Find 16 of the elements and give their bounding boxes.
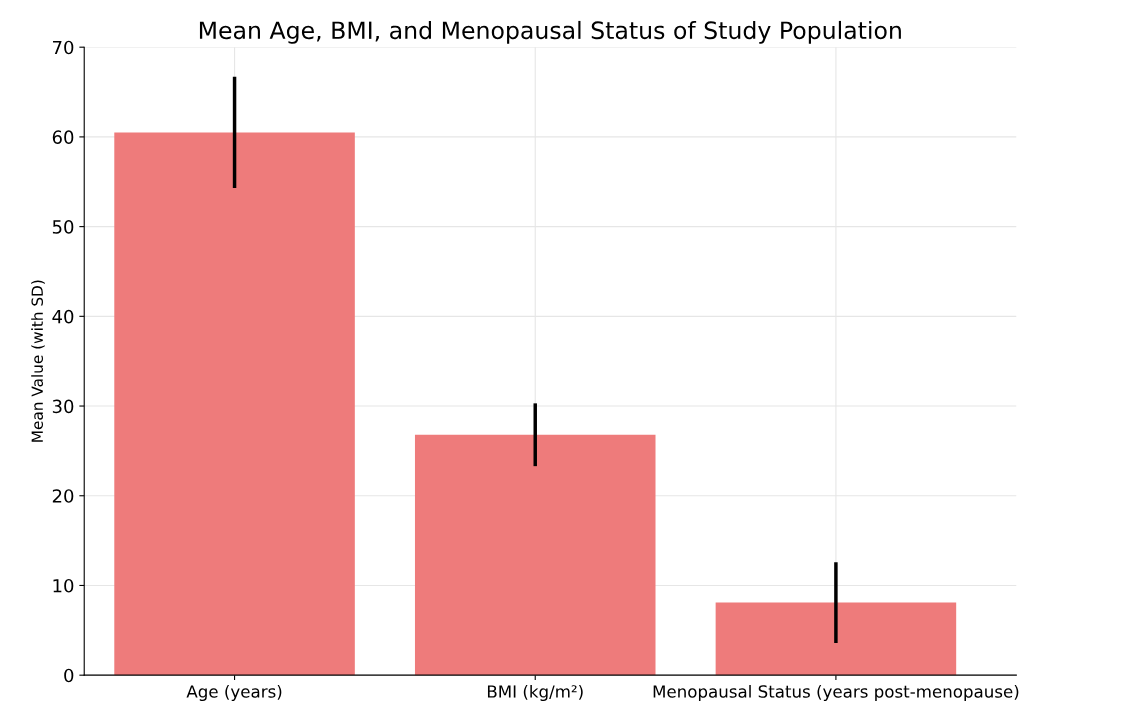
y-tick-label: 60: [52, 130, 74, 145]
y-tick-label: 0: [64, 668, 74, 683]
y-tick-label: 20: [52, 489, 74, 503]
y-tick-label: 50: [52, 220, 74, 234]
x-tick-label: Age (years): [186, 684, 282, 702]
bar: [414, 434, 656, 676]
x-tick-label: Menopausal Status (years post-menopause): [653, 684, 1019, 702]
chart-title: Mean Age, BMI, and Menopausal Status of Study Population: [199, 20, 901, 44]
y-tick-label: 70: [53, 40, 74, 55]
y-axis-title: Mean Value (with SD): [31, 280, 45, 442]
y-tick-label: 40: [52, 309, 74, 324]
x-tick-label: BMI (kg/m²): [487, 684, 583, 702]
y-tick-label: 30: [52, 399, 74, 414]
bar: [715, 602, 957, 676]
y-tick-label: 10: [53, 578, 74, 593]
bar: [114, 132, 355, 676]
